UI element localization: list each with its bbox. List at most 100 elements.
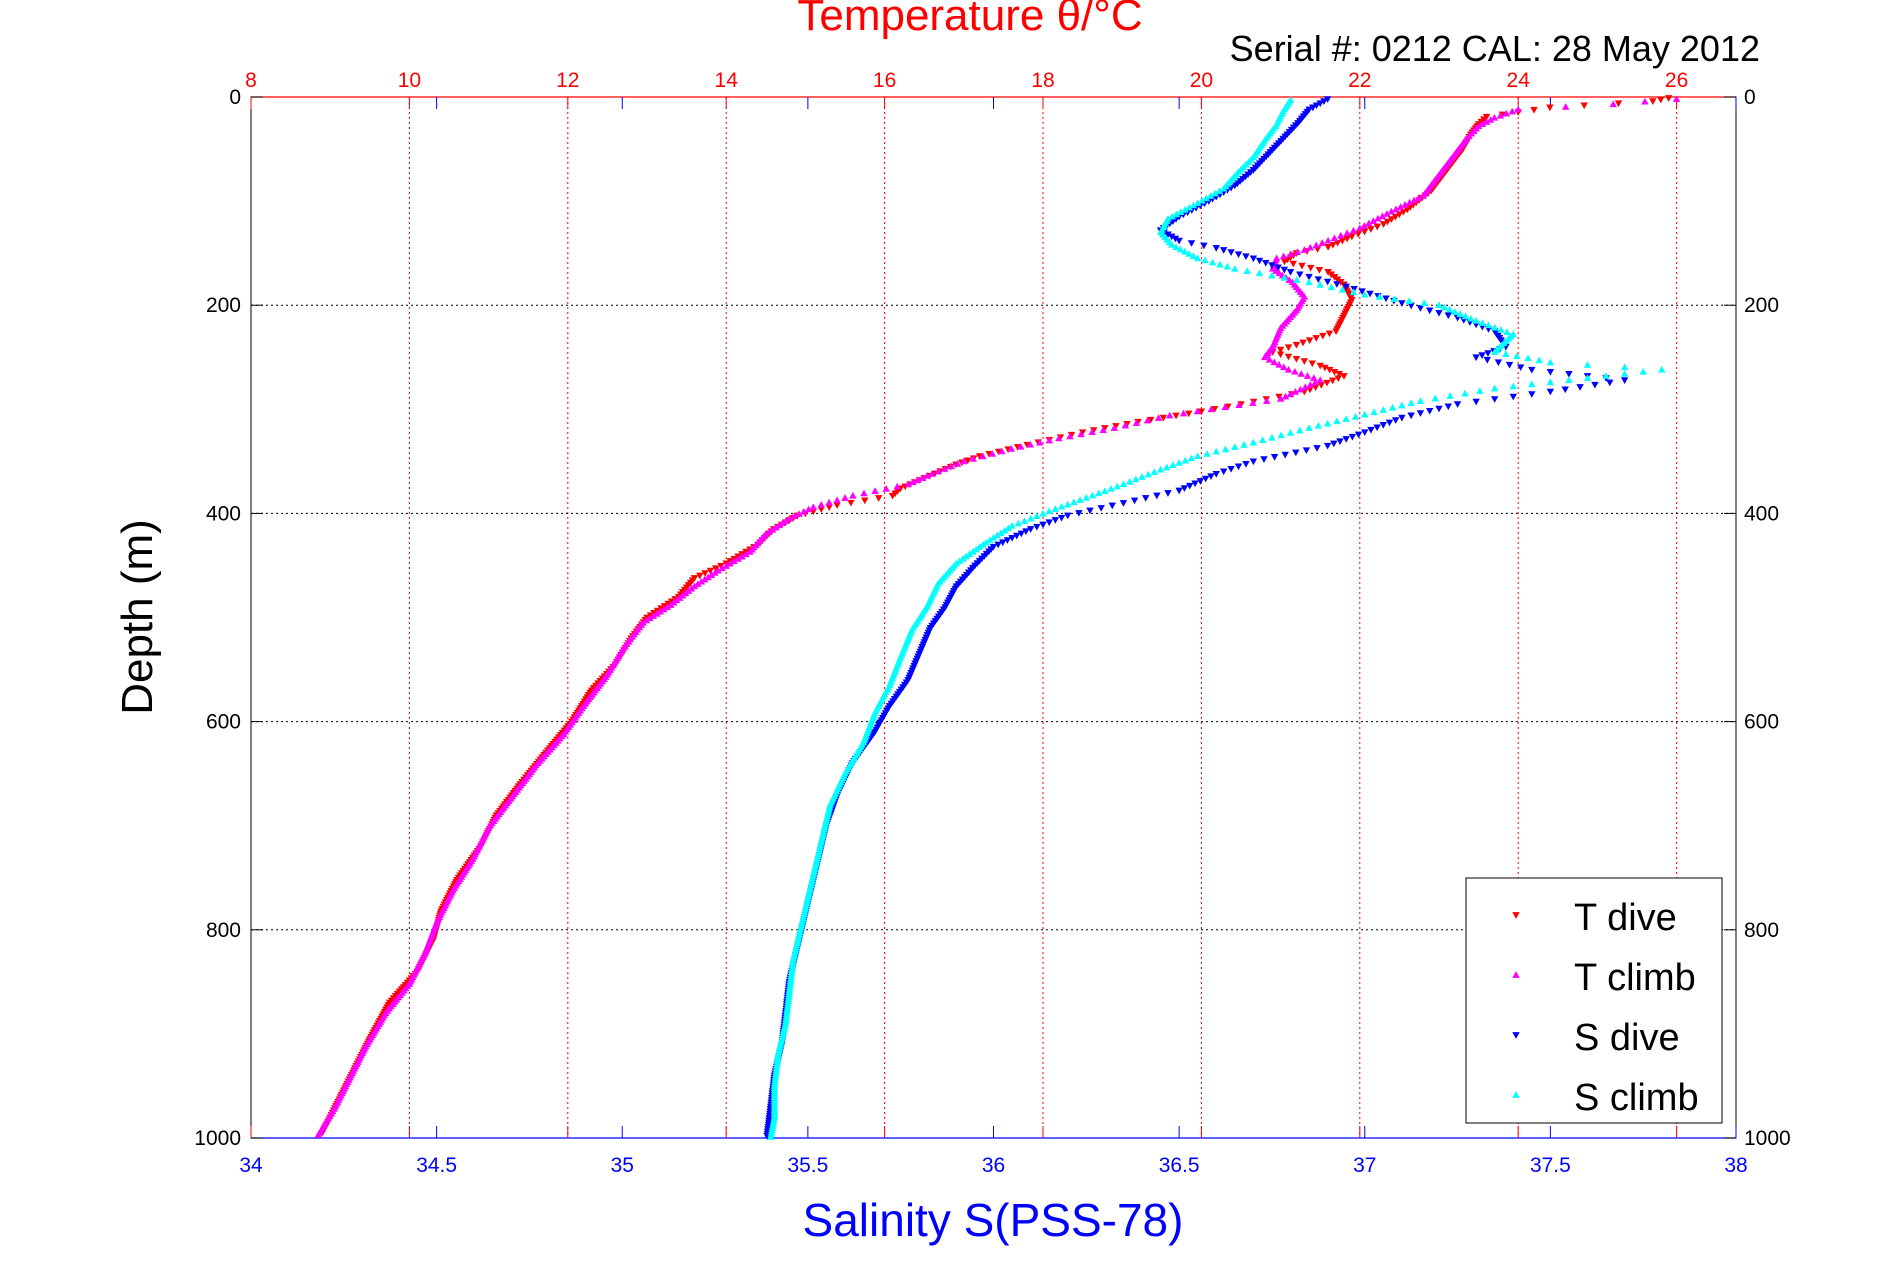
data-point bbox=[1420, 299, 1428, 306]
data-point bbox=[1440, 303, 1449, 311]
data-point bbox=[1348, 433, 1357, 441]
legend: T dive T climb S dive S climb bbox=[1465, 877, 1723, 1124]
data-point bbox=[1658, 365, 1666, 373]
data-point bbox=[1082, 493, 1091, 501]
data-point bbox=[882, 485, 890, 492]
data-point bbox=[1490, 323, 1499, 331]
data-point bbox=[918, 474, 927, 481]
data-point bbox=[1300, 246, 1309, 253]
temperature-tick-label: 10 bbox=[398, 69, 421, 92]
data-point bbox=[1414, 194, 1423, 201]
data-point bbox=[998, 447, 1006, 455]
data-point bbox=[1367, 226, 1375, 233]
data-point bbox=[1367, 426, 1375, 434]
data-point bbox=[1313, 445, 1321, 452]
data-point bbox=[1524, 354, 1532, 362]
data-point bbox=[1302, 447, 1311, 455]
legend-marker bbox=[1512, 1091, 1520, 1098]
data-point bbox=[1193, 407, 1202, 415]
depth-tick-label-left: 1000 bbox=[194, 1127, 241, 1150]
data-point bbox=[697, 577, 706, 585]
data-point bbox=[1286, 269, 1295, 276]
data-point bbox=[1153, 492, 1161, 500]
data-point bbox=[1620, 377, 1629, 384]
salinity-tick-label: 38 bbox=[1724, 1154, 1747, 1177]
data-point bbox=[1166, 411, 1174, 419]
data-point bbox=[1292, 276, 1301, 283]
data-point bbox=[1268, 433, 1276, 441]
data-point bbox=[1318, 239, 1326, 246]
data-point bbox=[1007, 445, 1016, 452]
data-point bbox=[1125, 478, 1134, 485]
data-point bbox=[1221, 403, 1229, 411]
data-point bbox=[1446, 392, 1454, 399]
data-point bbox=[1004, 524, 1013, 532]
salinity-tick-label: 36.5 bbox=[1159, 1154, 1200, 1177]
data-point bbox=[1200, 242, 1208, 250]
data-point bbox=[1231, 264, 1239, 272]
data-point bbox=[1119, 480, 1128, 488]
data-point bbox=[1314, 276, 1323, 283]
data-point bbox=[1207, 473, 1215, 481]
data-point bbox=[1075, 510, 1083, 517]
data-point bbox=[1219, 184, 1228, 192]
data-point bbox=[1291, 368, 1299, 375]
salinity-tick-label: 37.5 bbox=[1530, 1154, 1571, 1177]
data-point bbox=[1494, 359, 1503, 367]
data-point bbox=[1311, 378, 1319, 386]
data-point bbox=[795, 510, 803, 517]
data-point bbox=[1279, 252, 1288, 260]
data-point bbox=[1249, 438, 1258, 446]
data-point bbox=[1014, 519, 1022, 527]
data-point bbox=[1426, 307, 1434, 315]
salinity-tick-label: 36 bbox=[982, 1154, 1005, 1177]
data-point bbox=[714, 566, 722, 574]
data-point bbox=[1207, 405, 1216, 413]
data-point bbox=[1509, 393, 1517, 401]
data-point bbox=[1234, 251, 1243, 259]
data-point bbox=[1390, 295, 1399, 302]
data-point bbox=[1476, 387, 1484, 394]
data-point bbox=[1196, 478, 1205, 485]
data-point bbox=[1373, 223, 1381, 231]
data-point bbox=[1316, 362, 1324, 370]
legend-marker bbox=[1512, 912, 1520, 919]
data-point bbox=[726, 559, 734, 567]
data-point bbox=[941, 465, 949, 472]
data-point bbox=[646, 614, 654, 622]
data-point bbox=[1361, 410, 1369, 418]
data-point bbox=[1169, 461, 1177, 469]
data-point bbox=[642, 616, 651, 624]
data-point bbox=[1565, 371, 1573, 378]
data-point bbox=[1435, 405, 1443, 413]
data-point bbox=[1130, 497, 1139, 505]
data-point bbox=[923, 472, 932, 479]
data-point bbox=[1562, 103, 1570, 110]
temperature-tick-label: 8 bbox=[245, 69, 257, 92]
data-point bbox=[1281, 451, 1289, 459]
data-point bbox=[1561, 386, 1569, 394]
data-point bbox=[959, 554, 967, 562]
data-point bbox=[1249, 399, 1257, 406]
data-point bbox=[1255, 269, 1264, 277]
data-point bbox=[809, 503, 818, 511]
data-point bbox=[1407, 412, 1415, 420]
data-point bbox=[1370, 408, 1378, 416]
data-point bbox=[1223, 262, 1232, 270]
data-point bbox=[1334, 375, 1343, 383]
data-point bbox=[1369, 217, 1378, 224]
data-point bbox=[1323, 442, 1332, 450]
data-point bbox=[1484, 350, 1492, 357]
data-point bbox=[660, 605, 668, 613]
data-point bbox=[1191, 480, 1199, 488]
data-point bbox=[1535, 356, 1543, 364]
data-point bbox=[1396, 203, 1405, 210]
data-point bbox=[1219, 247, 1228, 254]
data-point bbox=[1416, 410, 1425, 417]
data-point bbox=[1513, 352, 1521, 360]
data-point bbox=[1262, 260, 1270, 267]
data-point bbox=[1356, 224, 1364, 232]
data-point bbox=[1202, 194, 1211, 202]
legend-label: S climb bbox=[1574, 1077, 1699, 1119]
data-point bbox=[1119, 500, 1128, 507]
